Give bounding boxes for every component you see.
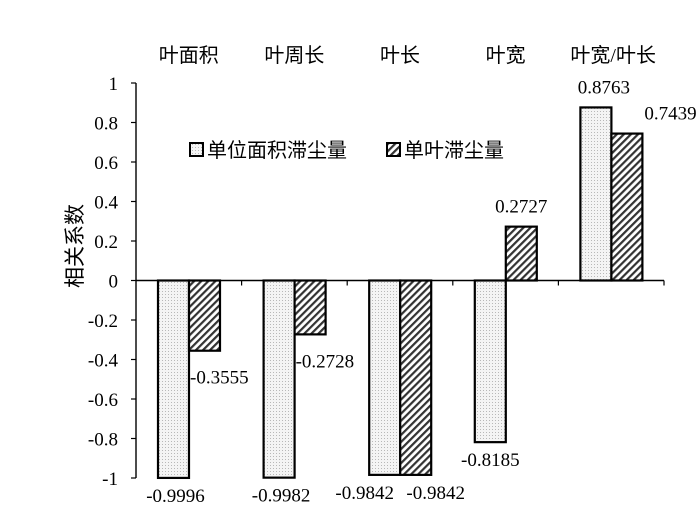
legend-label: 单位面积滞尘量	[207, 139, 347, 162]
data-label: 0.2727	[495, 197, 547, 218]
legend-swatch-per-leaf	[386, 142, 401, 157]
data-label: -0.9996	[146, 486, 205, 507]
category-labels: 叶面积 叶周长 叶长 叶宽 叶宽/叶长	[159, 44, 656, 67]
y-tick-label: -0.4	[88, 351, 119, 372]
data-label: -0.9842	[335, 483, 394, 504]
y-tick-label: 0.2	[94, 232, 118, 253]
axes	[135, 83, 665, 478]
data-label: 0.8763	[578, 77, 630, 98]
bar-per-area	[473, 279, 507, 444]
y-tick-label: 0.4	[94, 193, 118, 214]
category-label: 叶宽	[486, 44, 526, 67]
bar-per-area	[156, 279, 191, 480]
bar-per-leaf	[187, 279, 222, 352]
category-label: 叶周长	[264, 44, 324, 67]
bar-per-leaf	[293, 279, 327, 336]
bar-per-area	[368, 279, 402, 476]
legend-label: 单叶滞尘量	[404, 139, 504, 162]
bar-per-leaf	[504, 225, 538, 282]
bar-per-leaf	[610, 132, 644, 282]
category-label: 叶面积	[159, 44, 219, 67]
data-label: -0.8185	[461, 450, 520, 471]
y-tick-label: 1	[109, 74, 119, 95]
legend: 单位面积滞尘量 单叶滞尘量	[189, 139, 504, 162]
y-tick-label: 0.6	[94, 153, 118, 174]
y-tick-label: -0.2	[88, 311, 118, 332]
data-labels: -0.9996 -0.9982 -0.9842 -0.8185 0.8763 -0.355…	[146, 77, 696, 506]
y-axis-title: 相关系数	[63, 204, 87, 288]
y-tick-label: -0.6	[88, 390, 118, 411]
y-tick-label: 0.8	[94, 114, 118, 135]
data-label: 0.7439	[644, 104, 696, 125]
y-tick-label: -1	[102, 469, 118, 490]
data-label: -0.9842	[406, 483, 465, 504]
bars	[156, 106, 644, 480]
category-label: 叶长	[380, 44, 420, 67]
data-label: -0.9982	[252, 486, 311, 507]
bar-per-area	[262, 279, 296, 479]
y-tick-label: 0	[109, 272, 119, 293]
data-label: -0.3555	[190, 368, 249, 389]
y-tick-label: -0.8	[88, 430, 118, 451]
category-label: 叶宽/叶长	[570, 44, 656, 67]
bar-per-area	[579, 106, 613, 282]
y-axis-ticks: 1 0.8 0.6 0.4 0.2 0 -0.2 -0.4 -0.6 -0.8 -1	[88, 74, 136, 490]
legend-swatch-per-area	[189, 142, 204, 157]
bar-per-leaf	[399, 279, 433, 476]
data-label: -0.2728	[296, 351, 355, 372]
